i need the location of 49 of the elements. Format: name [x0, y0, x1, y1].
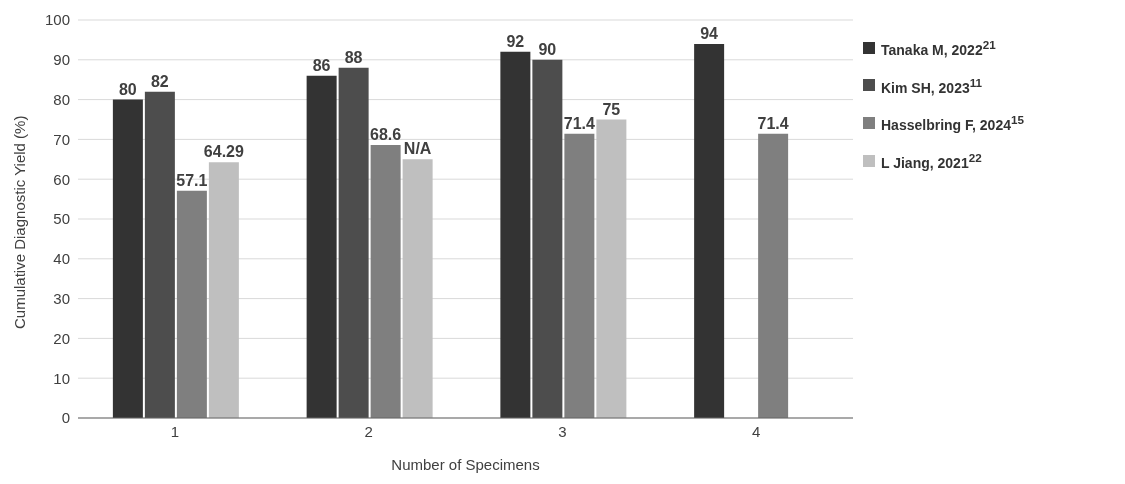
bar [176, 190, 207, 418]
y-tick-label: 60 [53, 170, 70, 188]
bar [370, 144, 401, 418]
data-label: 92 [506, 32, 525, 50]
bar [758, 133, 789, 418]
y-tick-label: 0 [61, 409, 70, 427]
data-label: 82 [150, 72, 169, 90]
legend-label: Kim SH, 2023$^{11}$ [881, 75, 983, 96]
data-label: 64.29 [203, 143, 244, 161]
y-tick-label: 100 [44, 11, 70, 29]
data-label: 71.4 [563, 114, 596, 132]
x-axis-title: Number of Specimens [391, 456, 540, 473]
y-tick-label: 70 [53, 130, 70, 148]
bar [694, 43, 725, 418]
data-label: 75 [602, 100, 621, 118]
y-tick-label: 10 [53, 369, 70, 387]
data-label: 80 [118, 80, 137, 98]
x-tick-label: 3 [558, 422, 567, 440]
bar [596, 119, 627, 418]
y-tick-label: 30 [53, 289, 70, 307]
x-tick-label: 4 [751, 422, 761, 440]
bar [112, 99, 143, 418]
y-tick-label: 50 [53, 210, 70, 228]
x-tick-label: 1 [170, 422, 180, 440]
bar [338, 67, 369, 418]
data-label: 94 [700, 24, 719, 42]
bar [402, 159, 433, 418]
bar [564, 133, 595, 418]
y-tick-label: 20 [53, 329, 70, 347]
bar [306, 75, 337, 418]
y-tick-label: 90 [53, 51, 70, 69]
data-label: 68.6 [370, 125, 402, 143]
y-tick-label: 40 [53, 250, 70, 268]
data-label: 86 [312, 56, 331, 74]
legend-label: Hasselbring F, 2024$^{15}$ [881, 113, 1024, 133]
legend-label: Tanaka M, 2022$^{21}$ [881, 38, 996, 58]
data-label: 71.4 [757, 114, 789, 132]
y-tick-label: 80 [53, 90, 70, 108]
data-label: 90 [538, 40, 557, 58]
bar [144, 91, 175, 418]
x-tick-label: 2 [364, 422, 373, 440]
data-label: N/A [403, 140, 432, 158]
data-label: 88 [344, 48, 363, 66]
bar [500, 51, 531, 418]
legend-label: L Jiang, 2021$^{22}$ [881, 150, 982, 171]
data-label: 57.1 [176, 171, 208, 189]
bar [208, 162, 239, 418]
y-axis-title: Cumulative Diagnostic Yield (%) [11, 115, 29, 329]
bar [532, 59, 563, 418]
